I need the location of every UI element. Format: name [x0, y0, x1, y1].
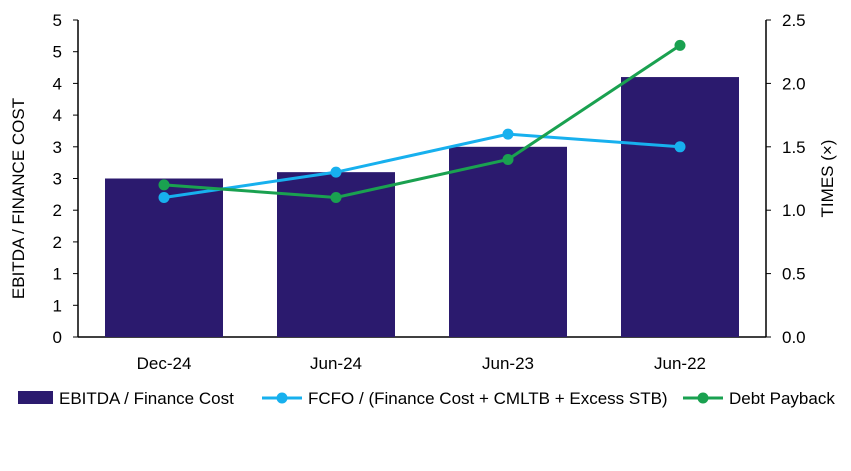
right-tick-label: 0.5: [782, 265, 806, 284]
right-tick-label: 1.5: [782, 138, 806, 157]
left-tick-label: 1: [53, 265, 62, 284]
right-tick-label: 0.0: [782, 328, 806, 347]
legend-label: FCFO / (Finance Cost + CMLTB + Excess ST…: [308, 389, 668, 408]
bars-layer: [105, 77, 739, 337]
ticks-layer: 0 1 1 2 2 3 3 4 4 5 5 0.0 0.5 1.0 1.5 2.0 2.5 Dec-24 Jun-2…: [53, 11, 806, 373]
left-tick-label: 5: [53, 43, 62, 62]
legend-label: EBITDA / Finance Cost: [59, 389, 234, 408]
series-3-point-3: [502, 153, 514, 165]
series-line-3: [163, 44, 681, 200]
right-tick-label: 1.0: [782, 201, 806, 220]
legend-swatch-bar: [18, 391, 53, 404]
bar-3: [449, 146, 567, 337]
right-axis-title: TIMES (×): [818, 140, 837, 218]
x-category-label: Dec-24: [137, 354, 192, 373]
series-3-point-1: [158, 179, 170, 191]
left-tick-label: 3: [53, 138, 62, 157]
series-3-point-4: [674, 39, 686, 51]
series-2-point-3: [502, 128, 514, 140]
x-category-label: Jun-23: [482, 354, 534, 373]
left-tick-label: 2: [53, 233, 62, 252]
series-2-point-4: [674, 141, 686, 153]
left-axis-title: EBITDA / FINANCE COST: [9, 98, 28, 299]
legend-swatch-marker: [697, 392, 709, 404]
legend-label: Debt Payback: [729, 389, 835, 408]
left-tick-label: 4: [53, 106, 62, 125]
series-2-point-1: [158, 192, 170, 204]
series-2-point-2: [330, 166, 342, 178]
lines-layer: [158, 39, 686, 204]
bar-4: [621, 77, 739, 337]
series-line-2: [163, 132, 681, 200]
legend-swatch-marker: [276, 392, 288, 404]
right-tick-label: 2.0: [782, 74, 806, 93]
right-tick-label: 2.5: [782, 11, 806, 30]
left-tick-label: 0: [53, 328, 62, 347]
left-tick-label: 1: [53, 296, 62, 315]
series-3-point-2: [330, 192, 342, 204]
x-category-label: Jun-22: [654, 354, 706, 373]
bar-1: [105, 178, 223, 337]
legend: EBITDA / Finance Cost FCFO / (Finance Cos…: [18, 389, 835, 408]
left-tick-label: 2: [53, 201, 62, 220]
x-category-label: Jun-24: [310, 354, 362, 373]
left-tick-label: 4: [53, 74, 62, 93]
left-tick-label: 5: [53, 11, 62, 30]
left-tick-label: 3: [53, 170, 62, 189]
